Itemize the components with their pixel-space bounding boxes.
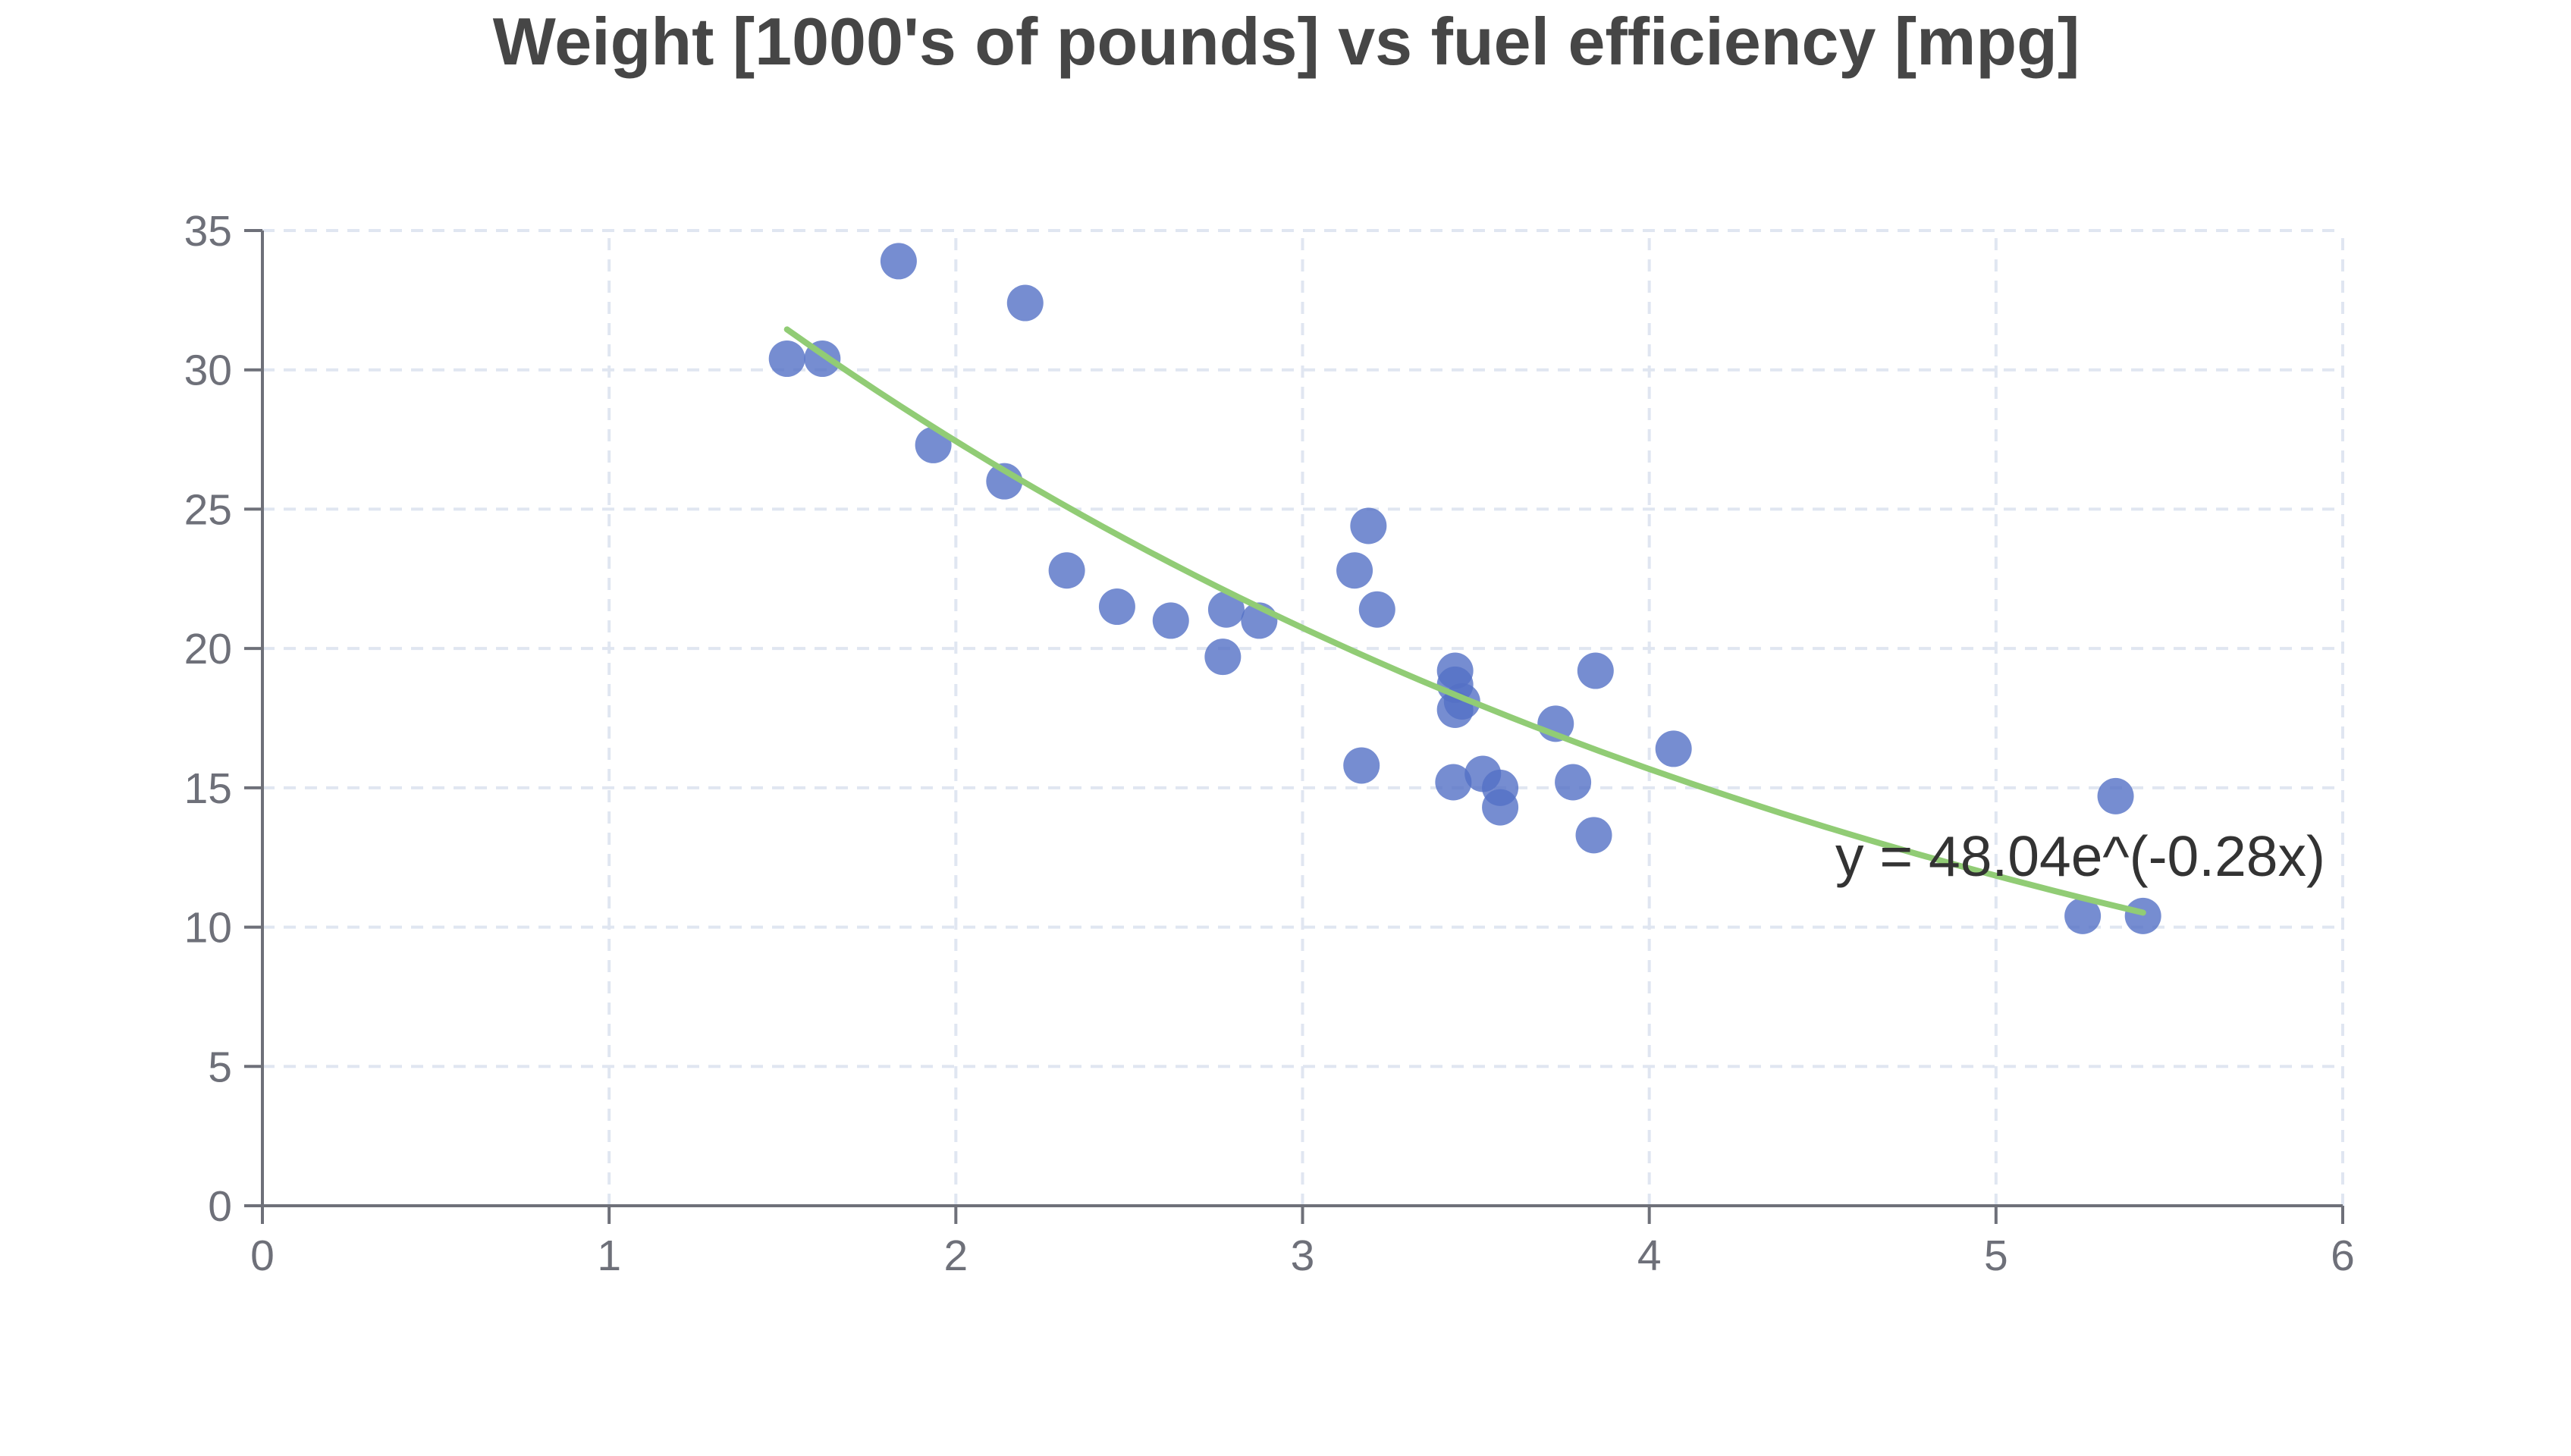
data-point[interactable]: [1152, 602, 1189, 639]
y-tick-label: 15: [184, 764, 232, 813]
data-point[interactable]: [1555, 764, 1592, 801]
data-point[interactable]: [1577, 652, 1614, 689]
y-tick-label: 10: [184, 904, 232, 952]
data-point[interactable]: [1350, 507, 1387, 544]
x-tick-label: 0: [250, 1232, 275, 1280]
data-point[interactable]: [2097, 777, 2134, 814]
data-point[interactable]: [2064, 897, 2102, 934]
trendline-equation: y = 48.04e^(-0.28x): [1835, 824, 2325, 888]
trendline-group: y = 48.04e^(-0.28x): [783, 326, 2325, 916]
data-point[interactable]: [1336, 552, 1373, 589]
data-point[interactable]: [2124, 897, 2161, 934]
y-tick-label: 0: [208, 1182, 232, 1231]
axes: [244, 229, 2344, 1224]
data-point[interactable]: [1207, 591, 1245, 628]
chart-title: Weight [1000's of pounds] vs fuel effici…: [493, 4, 2080, 79]
data-point[interactable]: [986, 463, 1023, 500]
data-point[interactable]: [1204, 639, 1242, 676]
data-point[interactable]: [1435, 764, 1472, 801]
data-point[interactable]: [1482, 789, 1519, 826]
y-tick-label: 20: [184, 625, 232, 673]
x-tick-label: 4: [1637, 1232, 1662, 1280]
x-tick-label: 2: [943, 1232, 968, 1280]
data-point[interactable]: [1575, 817, 1612, 854]
data-point[interactable]: [1358, 591, 1395, 628]
tick-labels: 0 5 10 15 20 25 30 35 0 1 2 3 4 5 6: [184, 207, 2355, 1280]
data-point[interactable]: [880, 243, 917, 280]
data-points: [768, 243, 2161, 934]
data-point[interactable]: [1006, 284, 1044, 322]
y-tick-label: 25: [184, 485, 232, 534]
x-tick-label: 6: [2331, 1232, 2355, 1280]
data-point[interactable]: [768, 340, 805, 378]
y-tick-label: 30: [184, 347, 232, 395]
x-tick-label: 1: [597, 1232, 621, 1280]
y-tick-label: 5: [208, 1043, 232, 1091]
x-tick-label: 3: [1291, 1232, 1315, 1280]
x-tick-label: 5: [1984, 1232, 2008, 1280]
data-point[interactable]: [1048, 552, 1085, 589]
data-point[interactable]: [1343, 747, 1380, 784]
data-point[interactable]: [1098, 588, 1135, 626]
y-tick-label: 35: [184, 207, 232, 256]
grid-lines: [262, 229, 2344, 1206]
trendline: [783, 326, 2146, 916]
data-point[interactable]: [1655, 730, 1692, 767]
